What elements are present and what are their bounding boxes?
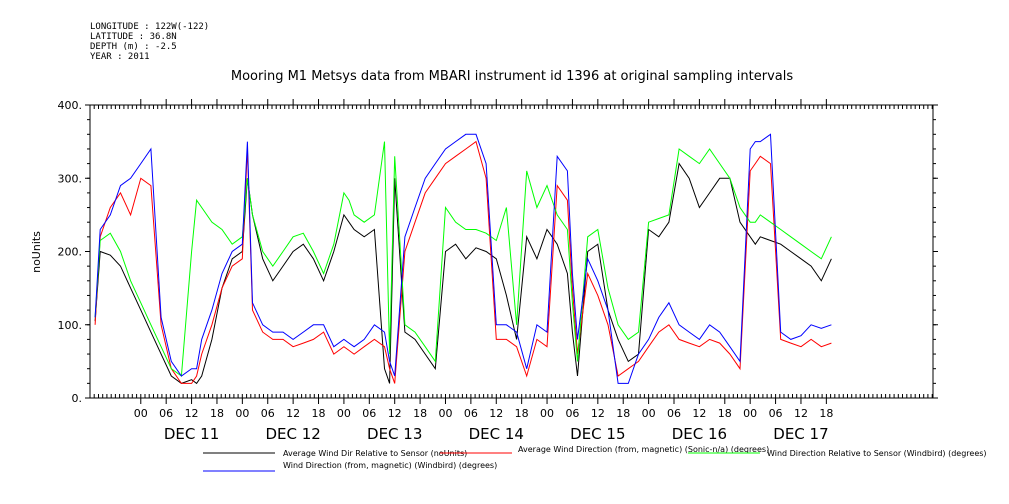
day-label: DEC 16 [672,425,727,443]
x-tick-label: 00 [134,407,148,420]
x-tick-label: 18 [515,407,529,420]
x-tick-label: 18 [312,407,326,420]
x-tick-label: 12 [794,407,808,420]
series-group [94,133,832,385]
day-label: DEC 15 [570,425,625,443]
day-label: DEC 17 [773,425,828,443]
y-axis: 0. 100. 200. 300. 400. [58,99,938,405]
legend: Average Wind Dir Relative to Sensor (noU… [203,445,987,472]
x-tick-label: 00 [642,407,656,420]
series-line-2 [94,141,832,377]
x-tick-label: 06 [565,407,579,420]
day-label: DEC 11 [164,425,219,443]
x-tick-label: 00 [438,407,452,420]
series-line-3 [94,133,832,384]
x-tick-label: 18 [616,407,630,420]
minor-tick-marks [89,105,933,398]
legend-label: Wind Direction (from, magnetic) (Windbir… [283,461,497,470]
day-label: DEC 14 [469,425,524,443]
x-tick-label: 18 [210,407,224,420]
x-tick-label: 12 [692,407,706,420]
x-tick-label: 18 [819,407,833,420]
x-axis: 00 06 12 18 00 06 12 18 00 06 12 18 00 06 12 18 00 06 12 18… [134,99,833,443]
y-axis-label: noUnits [30,231,43,273]
x-tick-label: 00 [743,407,757,420]
series-line-1 [94,140,832,384]
longitude-label: LONGITUDE : 122W(-122) [90,22,210,32]
x-tick-label: 06 [464,407,478,420]
x-tick-label: 06 [159,407,173,420]
day-label: DEC 13 [367,425,422,443]
legend-label: Wind Direction Relative to Sensor (Windb… [767,449,987,458]
y-tick-label: 300. [58,172,83,185]
x-tick-label: 12 [185,407,199,420]
latitude-label: LATITUDE : 36.8N [90,32,177,42]
y-tick-label: 0. [72,392,83,405]
day-label: DEC 12 [265,425,320,443]
x-tick-label: 06 [667,407,681,420]
x-tick-label: 00 [540,407,554,420]
x-tick-label: 06 [769,407,783,420]
x-tick-label: 06 [362,407,376,420]
legend-label: Average Wind Dir Relative to Sensor (noU… [283,449,467,458]
x-tick-label: 12 [591,407,605,420]
chart-title: Mooring M1 Metsys data from MBARI instru… [231,69,793,84]
depth-label: DEPTH (m) : -2.5 [90,42,177,52]
x-tick-label: 06 [261,407,275,420]
x-tick-label: 12 [286,407,300,420]
x-tick-label: 18 [718,407,732,420]
y-tick-label: 400. [58,99,83,112]
plot-frame [89,104,934,399]
x-tick-label: 12 [388,407,402,420]
metadata-block: LONGITUDE : 122W(-122) LATITUDE : 36.8N DE… [90,22,209,62]
legend-label: Average Wind Direction (from, magnetic) … [518,445,769,454]
y-tick-label: 200. [58,246,83,259]
x-tick-label: 00 [337,407,351,420]
x-tick-label: 18 [413,407,427,420]
x-tick-label: 12 [489,407,503,420]
series-line-0 [94,162,832,385]
year-label: YEAR : 2011 [90,52,150,62]
minor-ticks [89,105,933,398]
y-tick-label: 100. [58,319,83,332]
x-tick-label: 00 [235,407,249,420]
